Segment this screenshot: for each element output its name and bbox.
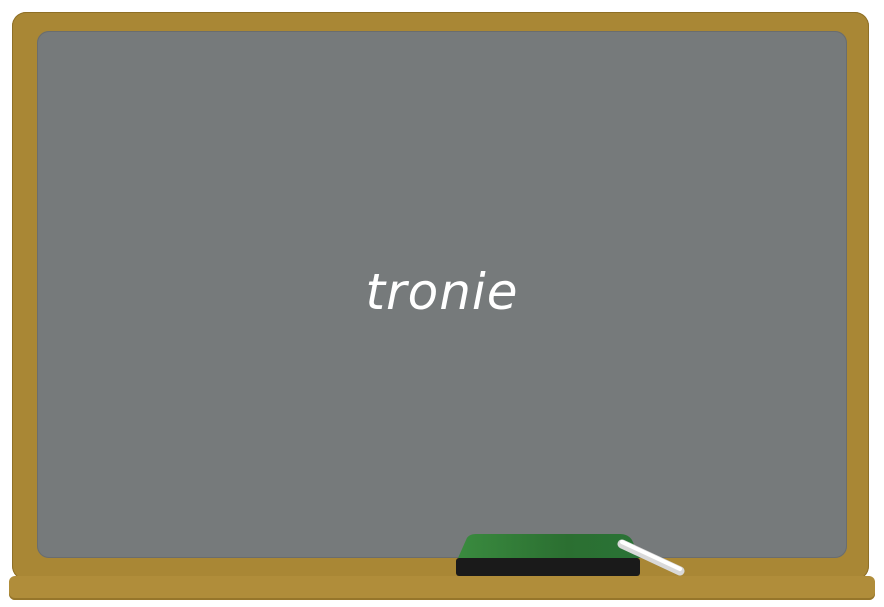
chalk-ledge — [9, 576, 875, 600]
chalk-icon — [617, 539, 685, 576]
chalk-word: tronie — [365, 263, 519, 321]
chalkboard-surface — [37, 31, 847, 558]
eraser-icon — [456, 534, 640, 576]
